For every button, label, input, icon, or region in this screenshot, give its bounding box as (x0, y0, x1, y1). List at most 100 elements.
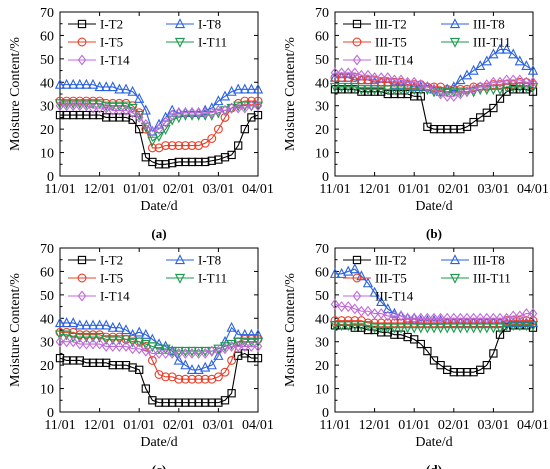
data-point (336, 267, 347, 278)
data-point (68, 332, 79, 343)
data-point (141, 153, 150, 162)
legend-marker (449, 37, 461, 48)
data-point (515, 316, 525, 326)
data-point (55, 336, 65, 348)
data-point (187, 347, 197, 359)
data-point (469, 368, 478, 377)
data-point (187, 107, 197, 119)
data-point (456, 88, 465, 100)
data-point (108, 104, 118, 116)
data-point (389, 318, 399, 328)
data-point (448, 87, 459, 98)
data-point (62, 336, 71, 348)
y-tick-label: 10 (40, 147, 54, 162)
data-point (390, 89, 399, 99)
data-point (214, 398, 223, 407)
data-point (337, 301, 346, 313)
y-axis-label: Moisture Content/% (8, 273, 23, 387)
y-axis-label: Moisture Content/% (283, 37, 298, 151)
data-point (161, 160, 170, 169)
data-point (383, 72, 393, 84)
data-point (488, 85, 499, 96)
data-point (436, 312, 445, 324)
data-point (403, 89, 412, 99)
x-tick-label: 03/01 (202, 182, 234, 197)
y-tick-label: 0 (322, 170, 329, 185)
data-point (227, 102, 236, 114)
data-point (383, 310, 393, 322)
panel-label: (b) (426, 226, 442, 241)
series-III-T2 (330, 85, 538, 134)
legend-entry: I-T11 (166, 271, 227, 286)
data-point (357, 305, 366, 317)
legend-marker (77, 273, 87, 283)
data-point (82, 338, 91, 350)
data-point (121, 360, 131, 370)
data-point (246, 83, 257, 94)
data-point (206, 110, 217, 121)
data-point (390, 74, 399, 86)
data-point (174, 398, 183, 407)
data-point (482, 318, 492, 328)
data-point (187, 157, 197, 167)
data-point (61, 317, 72, 328)
data-point (481, 85, 492, 96)
data-point (508, 321, 519, 332)
data-point (102, 113, 111, 122)
data-point (168, 398, 177, 407)
y-tick-label: 50 (315, 53, 329, 68)
legend-label: I-T14 (100, 289, 130, 304)
data-point (128, 115, 137, 124)
y-tick-label: 30 (315, 100, 329, 115)
data-point (489, 76, 498, 88)
data-point (187, 374, 197, 384)
data-point (462, 318, 472, 328)
data-point (187, 141, 197, 150)
data-point (87, 99, 99, 110)
data-point (253, 340, 263, 352)
data-point (489, 349, 498, 358)
data-point (101, 319, 112, 330)
data-point (160, 344, 171, 355)
data-point (495, 76, 505, 88)
legend-label: I-T5 (100, 271, 123, 286)
data-point (233, 102, 243, 114)
data-point (508, 48, 519, 59)
legend-marker (174, 254, 186, 265)
data-point (475, 60, 486, 71)
data-point (329, 267, 341, 278)
data-point (207, 156, 216, 165)
y-axis-label: Moisture Content/% (8, 37, 23, 151)
data-point (193, 364, 204, 374)
data-point (376, 323, 387, 334)
data-point (382, 85, 393, 96)
data-point (121, 104, 131, 116)
data-point (253, 100, 263, 112)
data-point (247, 353, 256, 363)
data-point (363, 75, 373, 85)
data-point (55, 100, 65, 112)
data-point (107, 101, 118, 112)
data-point (357, 87, 366, 96)
y-tick-label: 50 (40, 53, 54, 68)
data-point (514, 321, 525, 332)
data-point (462, 122, 472, 131)
x-tick-label: 12/01 (359, 182, 391, 197)
data-point (141, 118, 151, 130)
data-point (167, 347, 177, 359)
data-point (114, 101, 125, 112)
series-I-T8 (54, 317, 264, 374)
data-point (383, 318, 393, 328)
data-point (161, 372, 171, 382)
legend-label: I-T11 (198, 35, 227, 50)
data-point (409, 80, 419, 90)
data-point (528, 316, 538, 326)
legend-marker (352, 273, 362, 283)
data-point (514, 317, 525, 328)
legend-marker (77, 290, 87, 302)
data-point (181, 107, 190, 119)
data-point (114, 335, 125, 346)
data-point (502, 316, 512, 326)
data-point (389, 78, 400, 89)
data-point (448, 323, 459, 334)
